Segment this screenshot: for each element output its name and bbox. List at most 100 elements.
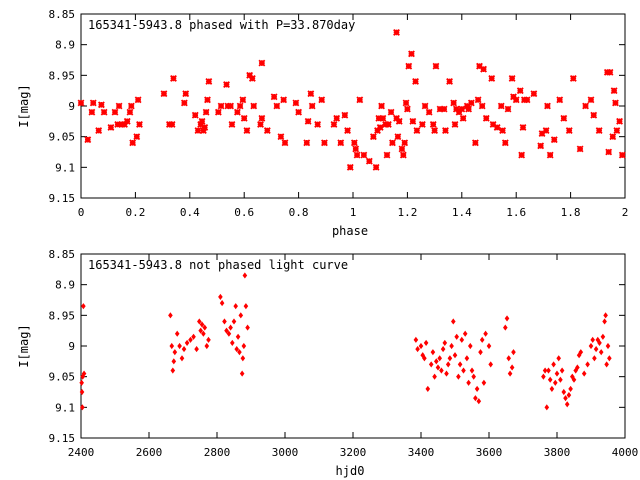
data-point (554, 370, 560, 377)
data-point (605, 148, 613, 156)
x-tick-label: 3600 (476, 446, 503, 459)
data-point (374, 127, 381, 134)
data-point (434, 358, 439, 365)
data-point (582, 102, 589, 110)
data-point (604, 361, 609, 368)
x-tick-label: 0.6 (234, 206, 254, 219)
data-point (578, 349, 584, 356)
y-tick-label: 9.1 (55, 161, 75, 174)
data-point (483, 330, 488, 337)
data-point (452, 105, 460, 113)
data-point (509, 364, 515, 371)
y-tick-labels: 8.85 8.9 8.95 9 9.05 9.1 9.15 (49, 8, 76, 205)
data-point (81, 370, 87, 377)
data-point (499, 127, 507, 134)
x-tick-label: 1 (350, 206, 357, 219)
data-point (230, 339, 235, 346)
data-point (609, 133, 617, 141)
data-point (486, 342, 492, 350)
y-tick-label: 8.85 (49, 248, 76, 261)
data-point (454, 333, 459, 340)
data-point (369, 133, 377, 141)
data-point (590, 336, 595, 343)
x-tick-label: 2 (622, 206, 629, 219)
data-point (129, 139, 137, 147)
y-tick-label: 9.15 (49, 432, 76, 445)
data-point (222, 318, 227, 325)
x-tick-label: 3400 (408, 446, 435, 459)
data-point (481, 379, 487, 386)
data-point (204, 342, 210, 350)
data-point (172, 349, 178, 356)
data-point (177, 342, 182, 350)
x-tick-label: 4000 (612, 446, 639, 459)
data-point (304, 117, 312, 125)
data-point (551, 361, 556, 368)
data-point (440, 346, 446, 353)
data-point (451, 318, 456, 325)
y-axis-label: I[mag] (17, 84, 31, 127)
data-point (191, 333, 196, 340)
data-point (188, 336, 193, 343)
data-point (179, 355, 185, 362)
data-point (409, 117, 417, 125)
data-point (202, 324, 208, 331)
data-point (549, 385, 555, 392)
data-point (504, 105, 512, 113)
data-point (550, 136, 558, 144)
y-axis-label: I[mag] (17, 324, 31, 367)
data-point (79, 388, 85, 396)
data-point (350, 139, 358, 147)
data-point (469, 367, 475, 374)
y-tick-label: 8.9 (55, 39, 75, 52)
data-point (330, 120, 338, 128)
data-point (201, 124, 209, 131)
data-point (250, 102, 258, 110)
data-point (376, 124, 384, 131)
data-point (447, 355, 453, 362)
data-point (168, 120, 176, 128)
data-point (88, 108, 96, 116)
data-point (418, 120, 426, 128)
data-point (199, 321, 205, 328)
data-point (270, 93, 278, 101)
y-tick-label: 8.9 (55, 279, 75, 292)
data-point (605, 342, 611, 350)
data-point (437, 355, 442, 362)
data-point (506, 355, 512, 362)
data-point (80, 404, 85, 411)
data-point (459, 114, 467, 122)
data-point (560, 114, 568, 122)
data-point (479, 336, 485, 343)
data-point (383, 151, 391, 159)
data-point (194, 346, 199, 353)
data-point (389, 139, 396, 147)
data-point (233, 303, 238, 310)
data-point (127, 102, 135, 110)
data-point (474, 96, 482, 104)
data-point (228, 120, 236, 128)
data-point (214, 108, 222, 116)
data-point (360, 151, 368, 159)
data-point (432, 62, 440, 70)
x-tick-label: 1.2 (397, 206, 417, 219)
y-tick-label: 8.95 (49, 309, 76, 322)
data-point (217, 102, 225, 110)
data-point (199, 127, 207, 134)
data-point (393, 28, 400, 36)
data-point (258, 59, 266, 67)
x-tick-label: 1.4 (452, 206, 472, 219)
data-point (100, 108, 108, 116)
data-point (321, 139, 328, 147)
data-point (303, 139, 311, 147)
data-point (219, 300, 225, 307)
data-point (450, 99, 458, 107)
data-point (569, 74, 577, 82)
data-point (387, 108, 395, 116)
data-point (182, 90, 190, 98)
data-point (318, 96, 326, 104)
data-point (445, 361, 451, 368)
data-point (440, 105, 448, 113)
y-tick-labels: 8.85 8.9 8.95 9 9.05 9.1 9.15 (49, 248, 76, 445)
